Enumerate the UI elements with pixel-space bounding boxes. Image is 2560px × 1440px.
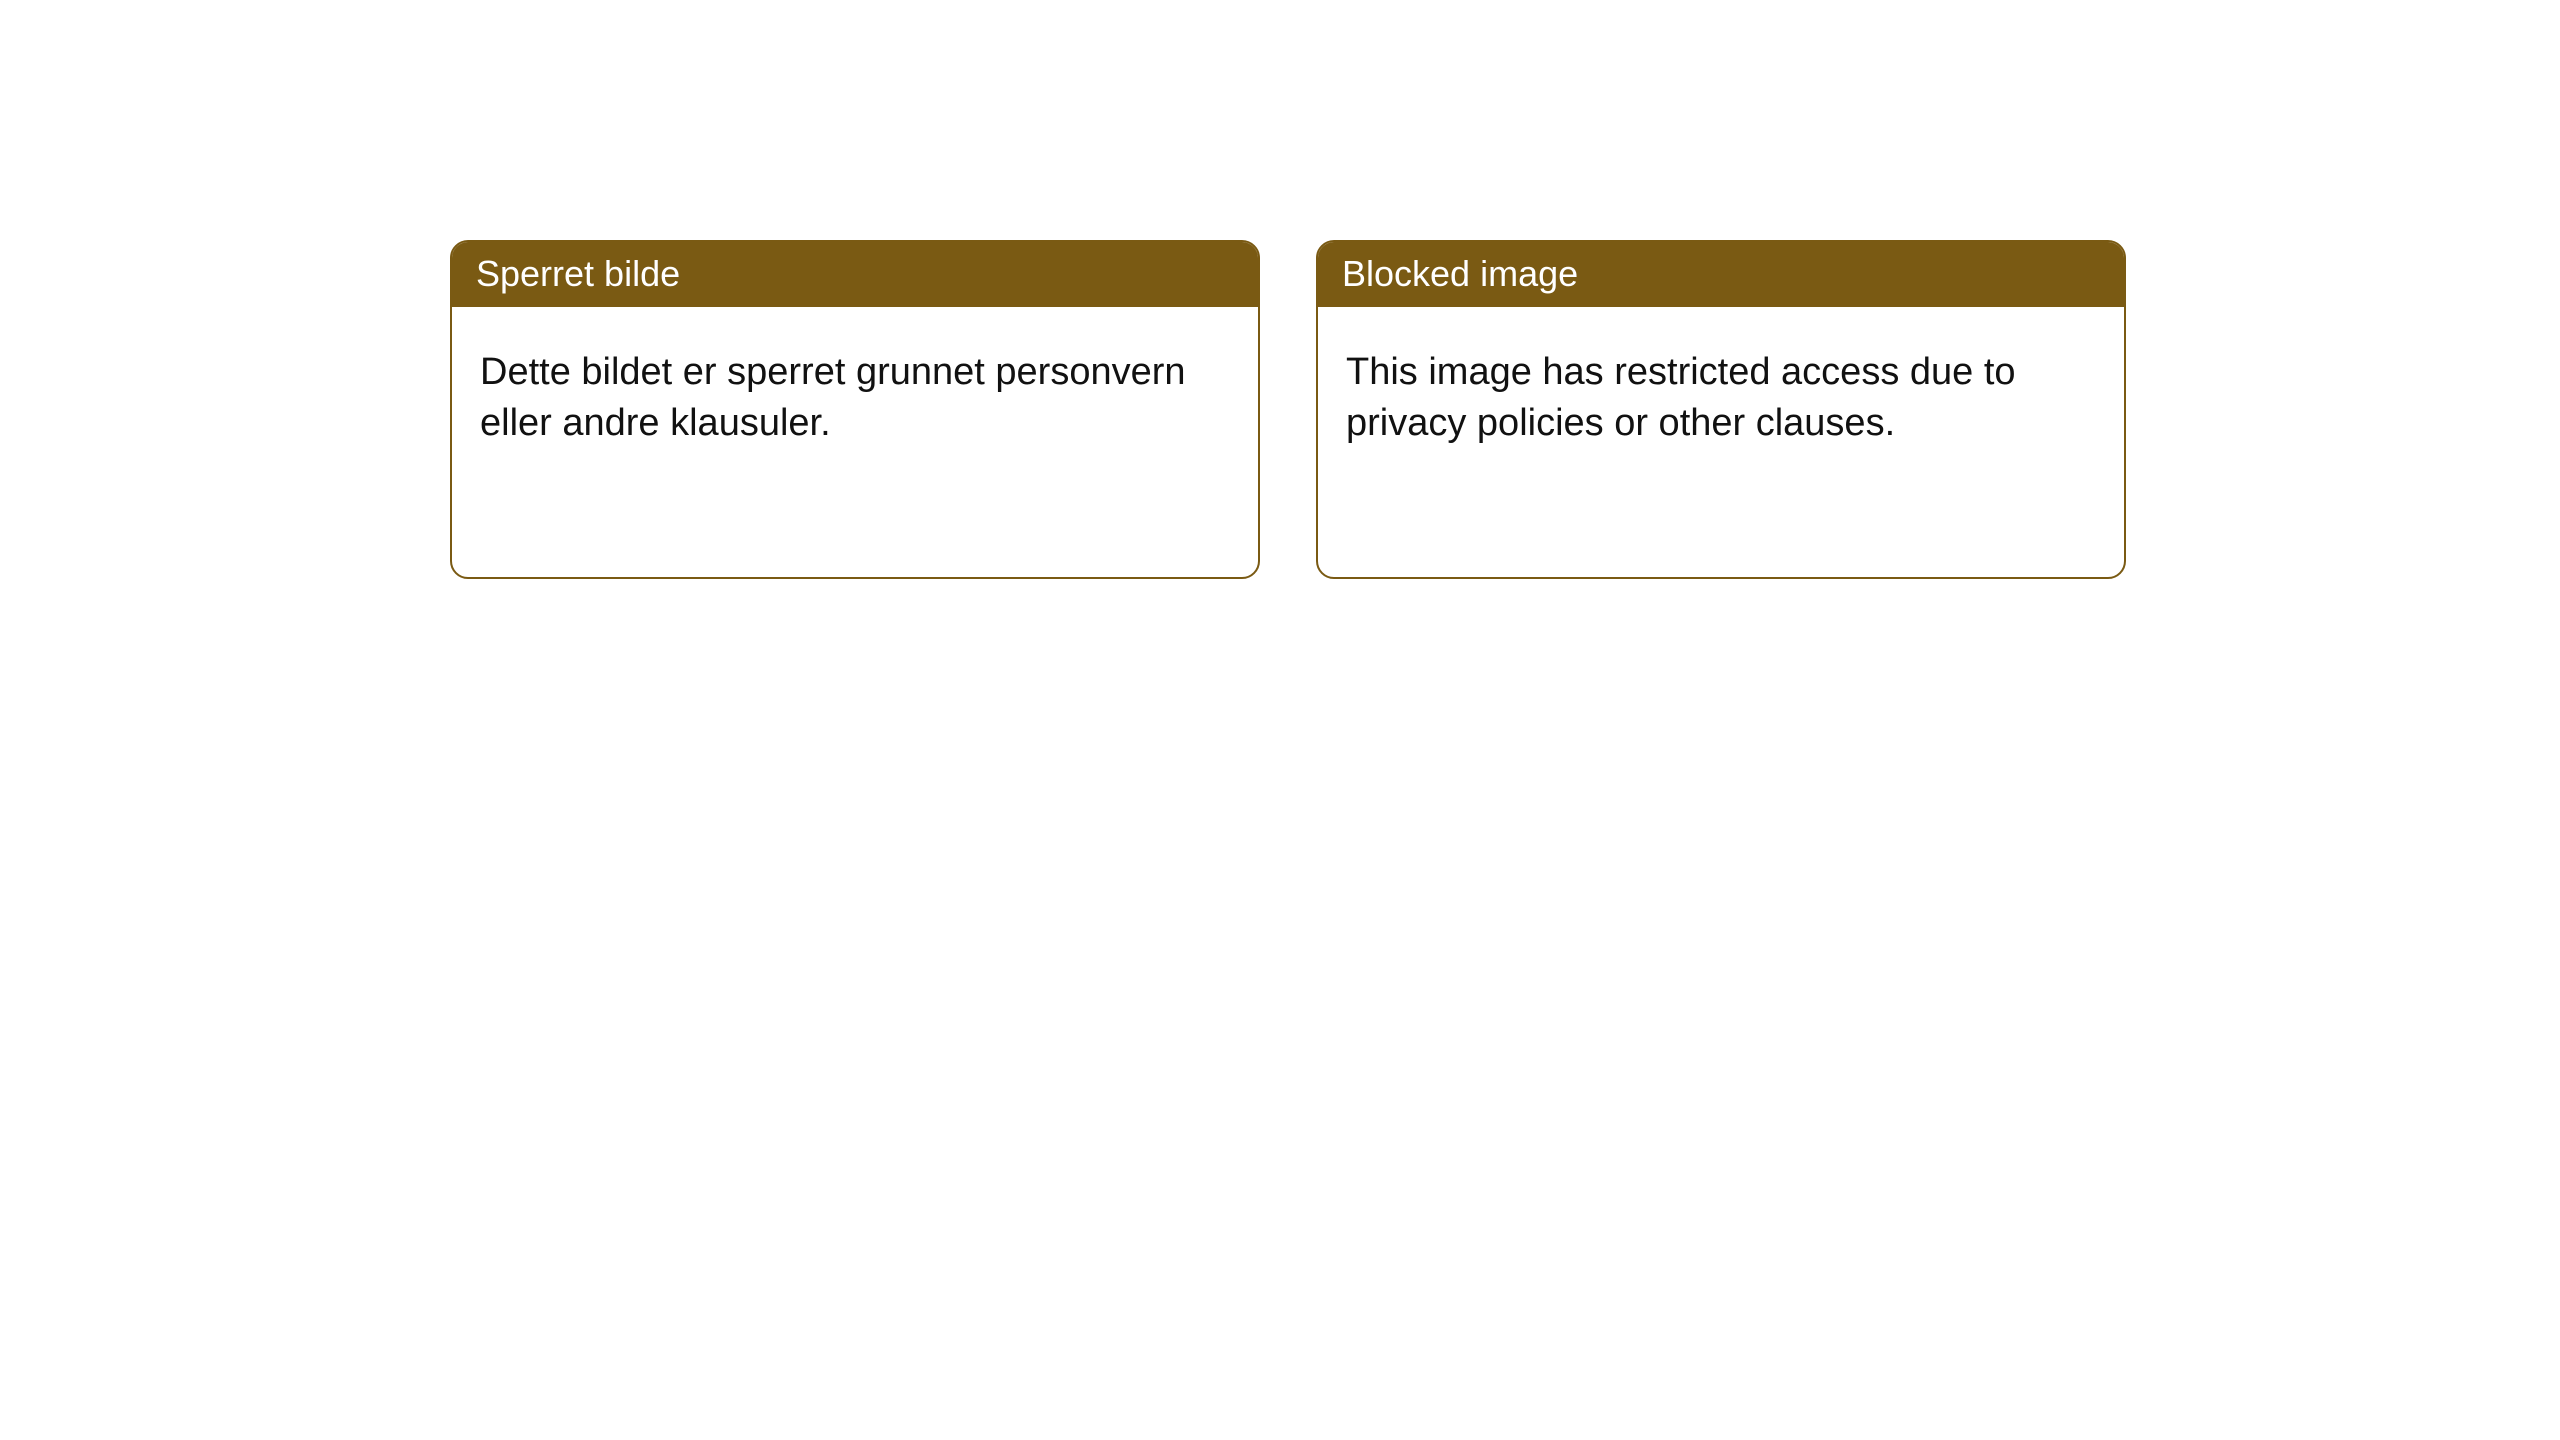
blocked-image-panel-en: Blocked image This image has restricted … <box>1316 240 2126 579</box>
panel-title-no: Sperret bilde <box>452 242 1258 307</box>
blocked-image-panel-no: Sperret bilde Dette bildet er sperret gr… <box>450 240 1260 579</box>
panel-body-no: Dette bildet er sperret grunnet personve… <box>452 307 1258 577</box>
panel-title-en: Blocked image <box>1318 242 2124 307</box>
panel-row: Sperret bilde Dette bildet er sperret gr… <box>0 0 2560 579</box>
panel-body-en: This image has restricted access due to … <box>1318 307 2124 577</box>
